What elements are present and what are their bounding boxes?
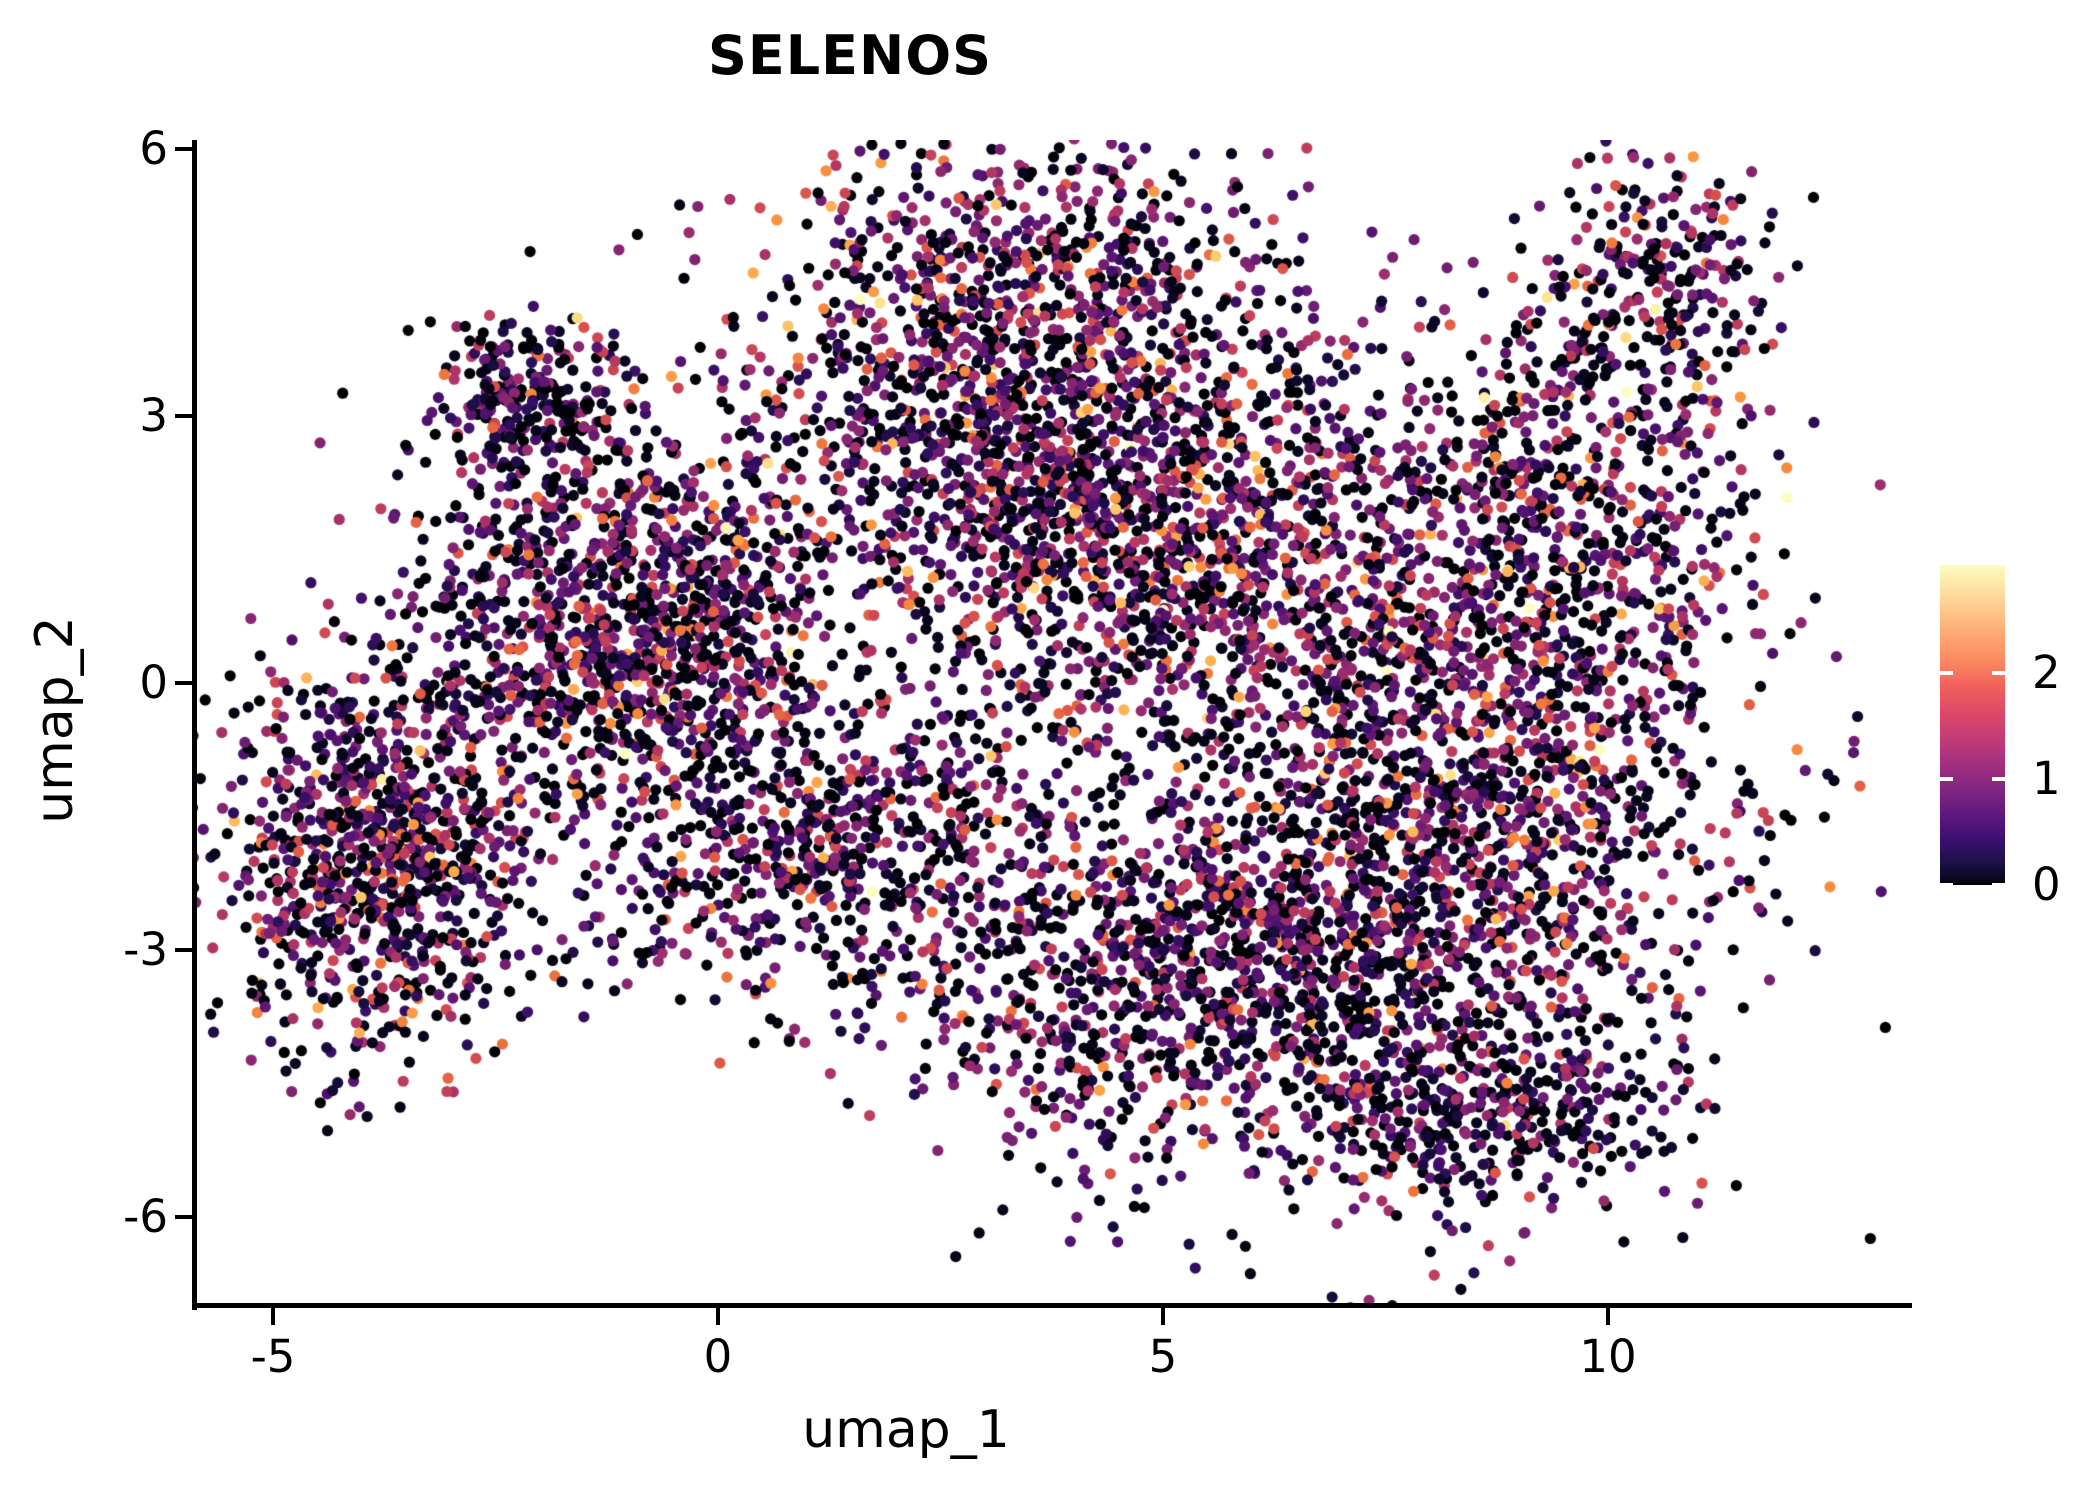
colorbar-tick-mark [1992, 671, 2005, 675]
y-tick-label: -6 [123, 1190, 168, 1243]
x-tick-mark [1606, 1308, 1610, 1325]
y-axis-spine [192, 140, 197, 1310]
colorbar-tick-label: 0 [2032, 858, 2061, 911]
x-tick-label: 5 [1148, 1330, 1178, 1383]
colorbar-tick-mark [1992, 883, 2005, 887]
x-tick-label: 0 [703, 1330, 733, 1383]
page-title: SELENOS [707, 24, 993, 87]
y-tick-mark [175, 1215, 192, 1219]
x-axis-spine [192, 1303, 1912, 1308]
x-tick-mark [271, 1308, 275, 1325]
x-tick-label: 10 [1579, 1330, 1637, 1383]
colorbar-gradient [1940, 565, 2005, 885]
colorbar[interactable]: 2 1 0 [1940, 565, 2090, 911]
colorbar-tick-mark [1992, 777, 2005, 781]
y-tick-label: -3 [123, 923, 168, 976]
y-tick-label: 0 [139, 656, 168, 709]
x-axis-label: umap_1 [802, 1400, 1010, 1460]
y-tick-mark [175, 948, 192, 952]
colorbar-tick-mark [1940, 777, 1953, 781]
x-tick-mark [716, 1308, 720, 1325]
x-tick-mark [1161, 1308, 1165, 1325]
y-tick-mark [175, 414, 192, 418]
colorbar-tick-label: 1 [2032, 752, 2061, 805]
colorbar-tick-mark [1940, 883, 1953, 887]
colorbar-tick-label: 2 [2032, 646, 2061, 699]
x-tick-label: -5 [250, 1330, 296, 1383]
colorbar-tick-mark [1940, 671, 1953, 675]
y-tick-label: 3 [139, 389, 168, 442]
y-axis-label: umap_2 [25, 616, 85, 824]
y-tick-label: 6 [139, 122, 168, 175]
umap-scatter-plot[interactable] [196, 140, 1916, 1307]
y-tick-mark [175, 147, 192, 151]
y-tick-mark [175, 681, 192, 685]
